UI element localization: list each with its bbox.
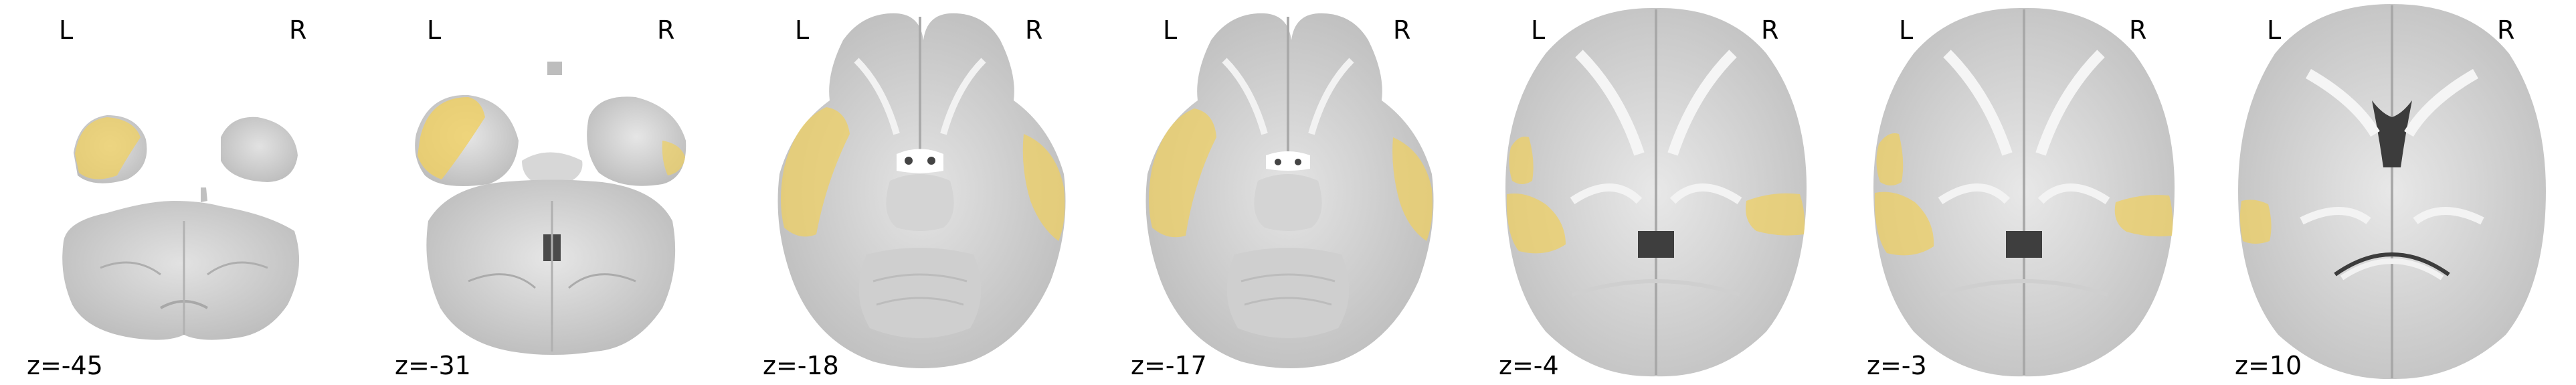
left-orientation-label: L <box>427 15 442 45</box>
slice-panel: L R z=-17 <box>1104 0 1472 385</box>
right-orientation-label: R <box>2129 15 2147 45</box>
slice-panel: L R z=-31 <box>368 0 736 385</box>
brain-slice-image <box>1505 7 1807 377</box>
slice-panel: L R z=-18 <box>736 0 1104 385</box>
slice-z-label: z=-3 <box>1867 351 1927 380</box>
brain-slice-image <box>1145 13 1434 368</box>
left-orientation-label: L <box>1899 15 1914 45</box>
slice-panel: L R z=-4 <box>1472 0 1840 385</box>
brain-slice-image <box>1873 7 2175 377</box>
left-orientation-label: L <box>1531 15 1546 45</box>
left-orientation-label: L <box>1163 15 1178 45</box>
brain-slice-image <box>415 62 686 355</box>
left-orientation-label: L <box>795 15 810 45</box>
slice-z-label: z=-31 <box>395 351 471 380</box>
slice-z-label: z=-4 <box>1499 351 1559 380</box>
left-orientation-label: L <box>59 15 74 45</box>
right-orientation-label: R <box>1025 15 1043 45</box>
slice-z-label: z=-45 <box>27 351 103 380</box>
left-orientation-label: L <box>2267 15 2282 45</box>
right-orientation-label: R <box>289 15 307 45</box>
slice-z-label: z=-18 <box>763 351 839 380</box>
right-orientation-label: R <box>1393 15 1411 45</box>
right-orientation-label: R <box>1761 15 1779 45</box>
brain-slice-image <box>2238 4 2546 380</box>
slice-panel: L R z=-3 <box>1840 0 2208 385</box>
slice-z-label: z=10 <box>2235 351 2302 380</box>
brain-slice-image <box>777 13 1066 368</box>
right-orientation-label: R <box>2497 15 2515 45</box>
right-orientation-label: R <box>657 15 675 45</box>
brain-slice-image <box>62 115 300 340</box>
slice-panel: L R z=10 <box>2208 0 2576 385</box>
slice-z-label: z=-17 <box>1131 351 1207 380</box>
slice-panel: L R z=-45 <box>0 0 368 385</box>
